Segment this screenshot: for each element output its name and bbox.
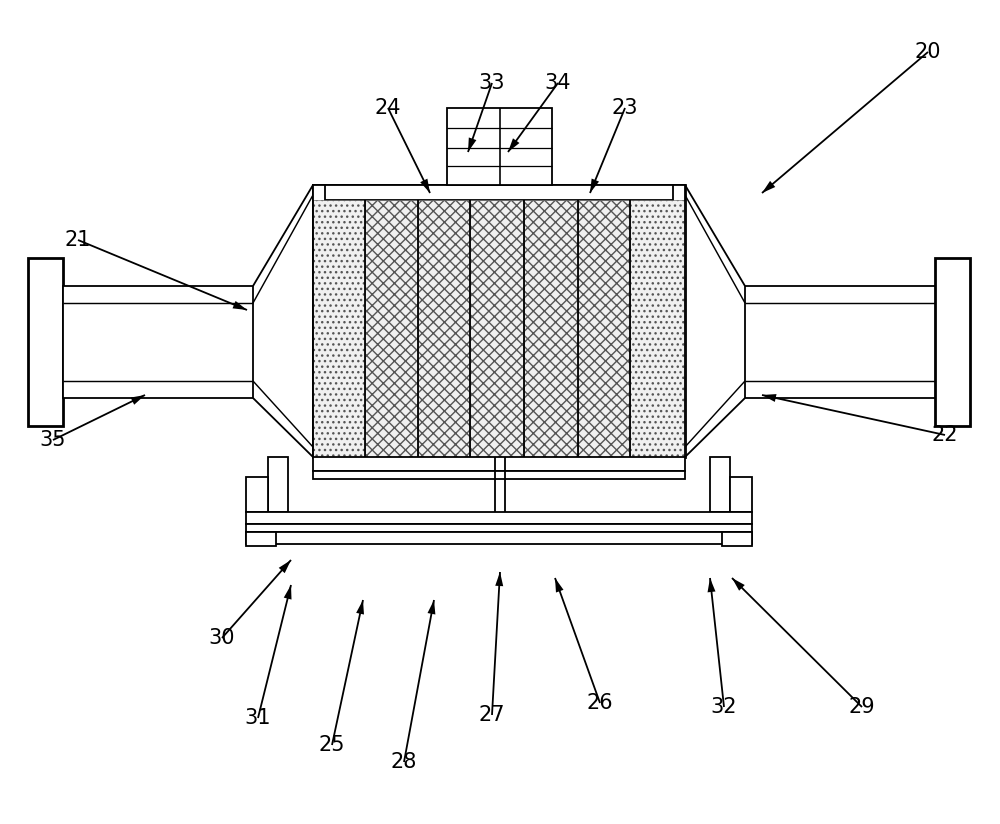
Bar xyxy=(268,457,288,512)
Bar xyxy=(246,532,276,546)
Polygon shape xyxy=(708,578,715,592)
Bar xyxy=(313,457,685,471)
Polygon shape xyxy=(284,585,292,600)
Bar xyxy=(313,185,685,200)
Bar xyxy=(935,258,970,426)
Text: 27: 27 xyxy=(479,705,505,725)
Text: 24: 24 xyxy=(375,98,401,118)
Bar xyxy=(524,200,578,457)
Text: 29: 29 xyxy=(849,697,875,717)
Bar xyxy=(418,200,470,457)
Polygon shape xyxy=(356,600,364,615)
Text: 26: 26 xyxy=(587,693,613,713)
Bar xyxy=(745,286,935,398)
Bar xyxy=(722,532,752,546)
Polygon shape xyxy=(428,600,435,615)
Bar xyxy=(630,200,685,457)
Bar xyxy=(246,477,268,512)
Text: 31: 31 xyxy=(245,708,271,728)
Bar xyxy=(447,108,552,185)
Bar xyxy=(246,512,752,524)
Bar xyxy=(578,200,630,457)
Bar xyxy=(313,442,685,457)
Text: 35: 35 xyxy=(40,430,66,450)
Polygon shape xyxy=(555,578,564,592)
Polygon shape xyxy=(468,138,476,152)
Polygon shape xyxy=(762,181,775,193)
Text: 28: 28 xyxy=(391,752,417,772)
Bar xyxy=(313,185,325,457)
Text: 25: 25 xyxy=(319,735,345,755)
Polygon shape xyxy=(762,394,777,402)
Bar xyxy=(28,258,63,426)
Polygon shape xyxy=(279,560,291,574)
Text: 32: 32 xyxy=(711,697,737,717)
Bar xyxy=(470,200,524,457)
Bar xyxy=(246,532,752,544)
Text: 21: 21 xyxy=(65,230,91,250)
Text: 30: 30 xyxy=(209,628,235,648)
Text: 22: 22 xyxy=(932,425,958,445)
Polygon shape xyxy=(420,179,430,193)
Text: 20: 20 xyxy=(915,42,941,62)
Bar xyxy=(673,185,685,457)
Bar xyxy=(313,471,685,479)
Polygon shape xyxy=(131,395,145,405)
Bar xyxy=(246,524,752,532)
Bar xyxy=(730,477,752,512)
Text: 33: 33 xyxy=(479,73,505,93)
Polygon shape xyxy=(590,179,599,193)
Polygon shape xyxy=(732,578,745,591)
Bar xyxy=(63,286,253,398)
Polygon shape xyxy=(233,301,247,310)
Bar xyxy=(365,200,418,457)
Polygon shape xyxy=(508,138,519,152)
Bar xyxy=(313,200,365,457)
Text: 34: 34 xyxy=(545,73,571,93)
Text: 23: 23 xyxy=(612,98,638,118)
Bar xyxy=(710,457,730,512)
Polygon shape xyxy=(495,572,503,586)
Bar xyxy=(313,185,685,457)
